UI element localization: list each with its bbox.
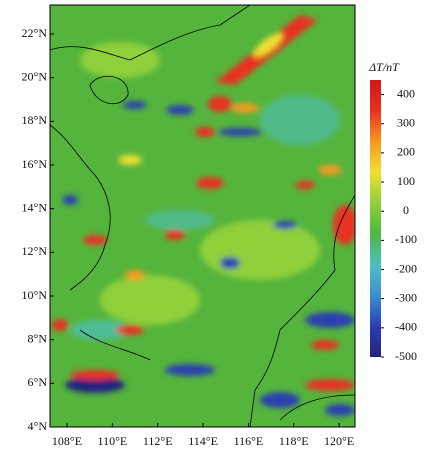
y-tick-label: 22°N [22,26,48,40]
colorbar-tick-label: -100 [395,232,417,246]
y-tick-label: 12°N [22,244,48,258]
x-tick-label: 110°E [98,434,128,448]
x-tick-label: 112°E [143,434,173,448]
x-tick-label: 120°E [324,434,354,448]
colorbar-tick-label: -400 [395,320,417,334]
colorbar [370,80,381,357]
y-tick-label: 4°N [28,419,48,433]
y-tick-label: 18°N [22,113,48,127]
x-tick-label: 108°E [52,434,82,448]
colorbar-tick-label: 400 [397,86,415,100]
colorbar-tick-label: -500 [395,349,417,363]
anomaly-field [50,5,355,427]
colorbar-tick-label: 0 [403,203,409,217]
y-tick-label: 8°N [28,331,48,345]
y-tick-label: 16°N [22,157,48,171]
colorbar-title: ΔT/nT [368,60,400,74]
colorbar-tick-label: -300 [395,290,417,304]
x-tick-label: 114°E [188,434,218,448]
x-tick-label: 116°E [234,434,264,448]
colorbar-tick-label: 200 [397,145,415,159]
y-tick-label: 20°N [22,69,48,83]
colorbar-tick-label: 300 [397,115,415,129]
y-tick-label: 14°N [22,200,48,214]
y-tick-label: 6°N [28,375,48,389]
y-tick-label: 10°N [22,288,48,302]
plot-frame [49,4,356,428]
colorbar-tick-label: -200 [395,261,417,275]
x-tick-label: 118°E [279,434,309,448]
colorbar-tick-label: 100 [397,174,415,188]
